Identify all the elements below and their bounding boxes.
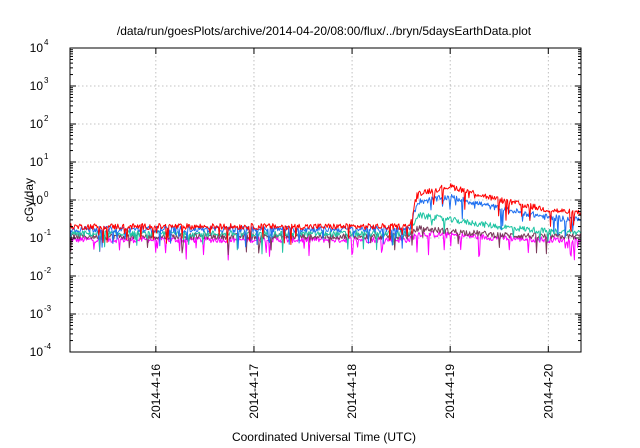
series-line [69, 225, 582, 256]
series-line [69, 212, 582, 255]
x-axis-label: Coordinated Universal Time (UTC) [232, 430, 416, 444]
x-tick-label: 2014-4-17 [247, 364, 261, 419]
y-tick-exponent: 3 [44, 76, 49, 85]
y-axis-label: cGy/day [22, 178, 36, 222]
series-layer [69, 183, 582, 261]
x-axis: 2014-4-16 2014-4-17 2014-4-18 2014-4-19 2014… [149, 48, 555, 419]
y-tick-exponent: 0 [44, 190, 49, 199]
y-tick-label: 10 [30, 117, 44, 131]
y-tick-label: 10 [30, 79, 44, 93]
y-tick-exponent: -4 [44, 342, 52, 351]
y-tick-label: 10 [30, 41, 44, 55]
y-tick-label: 10 [30, 269, 44, 283]
x-tick-label: 2014-4-19 [443, 364, 457, 419]
y-tick-exponent: -1 [44, 228, 52, 237]
y-tick-exponent: 4 [44, 38, 49, 47]
y-tick-label: 10 [30, 193, 44, 207]
series-line [69, 194, 582, 249]
y-tick-label: 10 [30, 345, 44, 359]
y-tick-label: 10 [30, 307, 44, 321]
y-tick-label: 10 [30, 231, 44, 245]
chart-title: /data/run/goesPlots/archive/2014-04-20/0… [117, 24, 532, 38]
x-tick-label: 2014-4-16 [149, 364, 163, 419]
y-tick-exponent: 1 [44, 152, 49, 161]
y-tick-exponent: -3 [44, 304, 52, 313]
series-line [69, 183, 582, 245]
x-tick-label: 2014-4-20 [541, 364, 555, 419]
y-tick-exponent: -2 [44, 266, 52, 275]
y-tick-exponent: 2 [44, 114, 49, 123]
y-tick-label: 10 [30, 155, 44, 169]
x-tick-label: 2014-4-18 [345, 364, 359, 419]
